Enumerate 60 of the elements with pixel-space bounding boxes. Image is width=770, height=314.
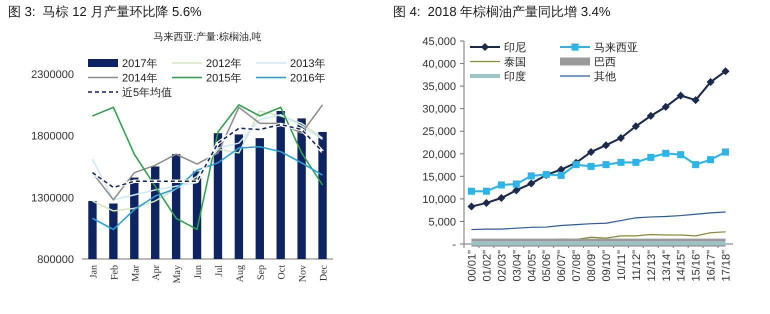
x-tick-label: 13/14" (660, 250, 673, 282)
x-tick-label: Oct (276, 264, 288, 280)
x-tick-label: 02/03" (496, 250, 508, 282)
y-tick-label: 30,000 (422, 104, 456, 116)
y-tick-label: - (452, 239, 456, 251)
x-tick-label: 05/06" (541, 250, 554, 282)
x-tick-label: Apr (151, 264, 162, 281)
y-tick-label: 1800000 (31, 130, 74, 143)
x-tick-label: 01/02" (481, 250, 494, 282)
x-tick-label: 07/08" (571, 250, 584, 282)
legend-label: 2016年 (290, 72, 326, 84)
y-tick-label: 35,000 (422, 81, 456, 94)
x-tick-label: Sep (256, 265, 267, 280)
legend-label: 其他 (594, 70, 616, 83)
y-tick-label: 20,000 (422, 148, 456, 161)
chart-subtitle: 马来西亚:产量:棕榈油,吨 (153, 31, 262, 43)
chart-title: 图 4: 2018 年棕榈油产量同比增 3.4% (393, 4, 611, 19)
x-tick-label: 12/13" (646, 250, 658, 282)
x-tick-label: Jul (214, 264, 225, 277)
legend-label: 2017年 (122, 58, 158, 70)
legend-label: 泰国 (504, 56, 526, 68)
legend-label: 印度 (504, 70, 526, 83)
x-tick-label: Nov (298, 265, 309, 282)
y-tick-label: 5,000 (428, 216, 456, 228)
x-tick-label: 14/15" (676, 250, 688, 282)
x-tick-label: 00/01" (466, 250, 478, 282)
x-tick-label: 08/09" (586, 250, 598, 282)
x-tick-label: Dec (318, 264, 330, 282)
x-tick-label: Jan (88, 265, 100, 278)
legend-label: 印尼 (504, 41, 526, 54)
x-tick-label: 17/18" (720, 250, 733, 282)
legend-label: 近5年均值 (122, 86, 172, 99)
x-tick-label: 15/16" (690, 250, 703, 282)
x-tick-label: Jun (193, 265, 204, 279)
x-tick-label: Aug (234, 265, 246, 282)
y-tick-label: 25,000 (422, 126, 456, 138)
x-tick-label: 04/05" (526, 250, 538, 282)
legend-label: 2012年 (206, 58, 242, 70)
chart-title: 图 3: 马棕 12 月产量环比降 5.6% (8, 4, 202, 19)
y-tick-label: 2300000 (31, 69, 74, 81)
x-tick-label: May (172, 265, 184, 284)
x-tick-label: Feb (109, 265, 120, 280)
y-tick-label: 1300000 (31, 192, 74, 204)
y-tick-label: 800000 (37, 254, 74, 266)
y-tick-label: 40,000 (422, 58, 456, 71)
x-tick-label: 03/04" (511, 250, 524, 282)
x-tick-label: 06/07" (556, 250, 568, 282)
x-tick-label: 11/12" (630, 250, 643, 281)
x-tick-label: Mar (130, 264, 142, 282)
legend-label: 2015年 (206, 72, 242, 84)
y-tick-label: 15,000 (422, 171, 456, 184)
y-tick-label: 10,000 (422, 194, 456, 206)
legend-label: 2014年 (122, 72, 158, 84)
y-tick-label: 45,000 (422, 36, 456, 48)
x-tick-label: 10/11" (616, 250, 628, 281)
legend-label: 马来西亚 (594, 41, 638, 54)
legend-label: 2013年 (290, 58, 326, 70)
x-tick-label: 16/17" (706, 250, 718, 282)
legend-label: 巴西 (594, 56, 616, 68)
x-tick-label: 09/10" (600, 250, 613, 282)
